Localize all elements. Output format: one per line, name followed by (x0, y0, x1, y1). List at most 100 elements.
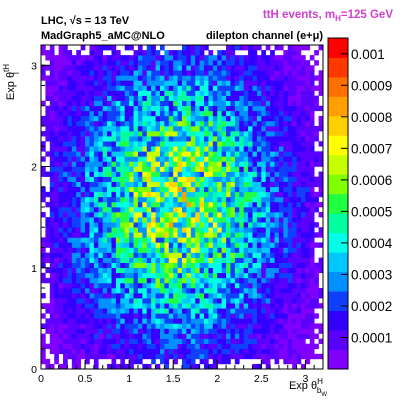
heatmap-cell (111, 257, 117, 263)
heatmap-cell (212, 146, 218, 152)
heatmap-cell (111, 141, 117, 147)
heatmap-cell (274, 161, 280, 167)
heatmap-cell (230, 242, 236, 248)
heatmap-cell (182, 277, 187, 284)
heatmap-cell (199, 151, 205, 157)
heatmap-cell (129, 212, 134, 218)
heatmap-cell (159, 338, 165, 344)
heatmap-cell (239, 141, 244, 147)
heatmap-cell (173, 288, 178, 294)
heatmap-cell (71, 151, 77, 157)
heatmap-cell (217, 247, 222, 253)
heatmap-cell (221, 120, 227, 127)
heatmap-cell (287, 358, 293, 365)
heatmap-cell (177, 156, 183, 162)
heatmap-cell (274, 257, 280, 263)
heatmap-cell (173, 80, 178, 86)
heatmap-cell (129, 318, 134, 324)
heatmap-cell (248, 288, 253, 294)
heatmap-cell (296, 181, 302, 188)
heatmap-cell (93, 75, 99, 81)
heatmap-cell (124, 303, 130, 309)
heatmap-cell (142, 313, 148, 319)
heatmap-cell (243, 156, 249, 162)
heatmap-cell (239, 95, 244, 101)
heatmap-cell (256, 303, 262, 309)
heatmap-cell (221, 247, 227, 253)
heatmap-cell (182, 257, 187, 263)
heatmap-cell (93, 333, 99, 339)
heatmap-cell (296, 171, 302, 177)
heatmap-cell (137, 288, 143, 294)
heatmap-cell (305, 227, 311, 233)
heatmap-cell (102, 45, 108, 51)
heatmap-cell (54, 323, 59, 329)
heatmap-cell (248, 277, 253, 284)
heatmap-cell (71, 100, 77, 107)
heatmap-cell (292, 232, 297, 238)
heatmap-cell (41, 262, 46, 269)
heatmap-cell (252, 65, 258, 71)
heatmap-cell (80, 267, 86, 274)
heatmap-cell (89, 196, 95, 203)
heatmap-cell (305, 207, 311, 213)
heatmap-cell (58, 85, 64, 91)
heatmap-cell (133, 141, 139, 147)
heatmap-cell (58, 277, 64, 284)
heatmap-cell (111, 222, 117, 228)
heatmap-cell (204, 288, 209, 294)
heatmap-cell (195, 95, 200, 101)
heatmap-cell (265, 308, 271, 314)
heatmap-cell (93, 70, 99, 76)
heatmap-cell (243, 176, 249, 182)
heatmap-cell (274, 353, 280, 360)
heatmap-cell (217, 348, 222, 355)
heatmap-cell (261, 257, 267, 263)
heatmap-cell (89, 131, 95, 137)
heatmap-cell (296, 131, 302, 137)
heatmap-cell (142, 343, 148, 350)
heatmap-cell (45, 191, 51, 198)
heatmap-cell (107, 186, 112, 193)
heatmap-cell (76, 252, 81, 258)
heatmap-cell (177, 242, 183, 248)
heatmap-cell (54, 257, 59, 263)
heatmap-cell (67, 237, 73, 243)
heatmap-cell (159, 181, 165, 188)
heatmap-cell (243, 60, 249, 66)
heatmap-cell (265, 217, 271, 223)
heatmap-cell (265, 222, 271, 228)
heatmap-cell (102, 282, 108, 289)
heatmap-cell (221, 100, 227, 107)
heatmap-cell (182, 110, 187, 117)
heatmap-cell (230, 181, 236, 188)
heatmap-cell (89, 348, 95, 355)
heatmap-cell (58, 141, 64, 147)
heatmap-cell (98, 196, 103, 203)
heatmap-cell (182, 353, 187, 360)
heatmap-cell (239, 105, 244, 112)
heatmap-cell (102, 277, 108, 284)
heatmap-cell (124, 141, 130, 147)
heatmap-cell (177, 166, 183, 172)
heatmap-cell (93, 176, 99, 182)
heatmap-cell (305, 328, 311, 334)
heatmap-cell (182, 217, 187, 223)
heatmap-cell (226, 207, 231, 213)
heatmap-cell (164, 176, 170, 182)
heatmap-cell (41, 50, 46, 56)
heatmap-cell (80, 333, 86, 339)
heatmap-cell (190, 358, 196, 365)
heatmap-cell (305, 262, 311, 269)
heatmap-cell (155, 242, 161, 248)
heatmap-cell (107, 272, 112, 279)
heatmap-cell (120, 191, 126, 198)
heatmap-cell (204, 70, 209, 76)
heatmap-cell (71, 358, 77, 365)
heatmap-cell (137, 232, 143, 238)
heatmap-cell (248, 105, 253, 112)
heatmap-cell (274, 343, 280, 350)
heatmap-cell (186, 90, 192, 96)
heatmap-cell (239, 293, 244, 299)
heatmap-cell (212, 181, 218, 188)
